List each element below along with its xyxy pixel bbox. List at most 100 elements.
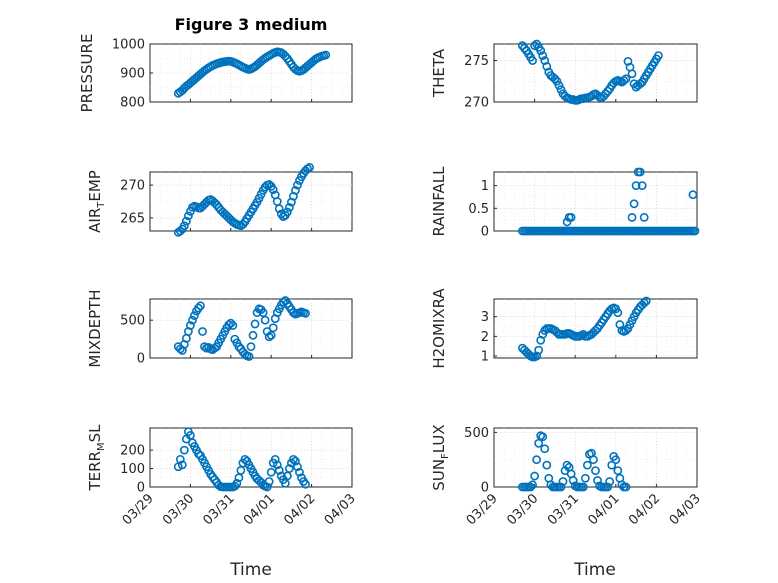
x-axis-label-right: Time xyxy=(573,560,616,580)
data-point xyxy=(593,476,602,485)
data-point xyxy=(188,315,197,325)
plot-area xyxy=(149,171,353,232)
y-tick-label: 270 xyxy=(464,96,489,111)
data-point xyxy=(530,471,539,481)
plot-area xyxy=(149,427,353,488)
data-point xyxy=(580,473,590,483)
data-point xyxy=(639,212,649,222)
data-point xyxy=(264,332,274,342)
y-axis-label: TERRMSL xyxy=(86,424,107,492)
y-tick-label: 500 xyxy=(120,314,145,329)
data-point xyxy=(175,454,185,464)
figure-title: Figure 3 medium xyxy=(175,15,328,34)
data-point xyxy=(540,444,550,454)
y-tick-label: 1 xyxy=(481,350,489,365)
data-point xyxy=(589,455,598,465)
data-point xyxy=(621,482,631,492)
x-axis-label-left: Time xyxy=(229,560,272,580)
data-point xyxy=(250,319,260,329)
data-point xyxy=(260,315,270,325)
y-tick-label: 1 xyxy=(481,179,489,194)
data-point xyxy=(621,74,631,84)
data-point xyxy=(619,76,629,85)
subplot-air-temp: 265 270 AIRTEMP xyxy=(86,163,353,237)
data-point xyxy=(293,462,302,472)
data-point xyxy=(196,301,205,311)
data-point xyxy=(274,466,284,475)
data-point xyxy=(291,456,300,466)
y-axis-label: PRESSURE xyxy=(78,34,96,113)
data-point xyxy=(284,464,294,473)
data-point xyxy=(194,303,203,313)
data-point xyxy=(272,460,282,470)
y-tick-label: 275 xyxy=(464,54,489,69)
y-axis-label: MIXDEPTH xyxy=(86,289,104,367)
data-point xyxy=(562,460,572,470)
data-point xyxy=(607,460,617,470)
data-point xyxy=(690,226,700,236)
data-point xyxy=(688,190,698,200)
data-point xyxy=(278,297,288,307)
data-point xyxy=(270,454,280,464)
data-point xyxy=(179,445,189,455)
data-point xyxy=(530,41,539,51)
y-tick-label: 0 xyxy=(481,225,489,240)
data-point xyxy=(264,477,274,486)
y-tick-label: 200 xyxy=(120,444,145,459)
y-tick-label: 800 xyxy=(120,96,145,111)
data-point xyxy=(198,327,207,336)
data-point xyxy=(552,76,562,86)
data-point xyxy=(538,51,548,60)
data-point xyxy=(631,181,641,191)
data-point xyxy=(542,460,552,470)
data-point xyxy=(627,212,637,222)
subplot-mixdepth: 0 500 MIXDEPTH xyxy=(86,289,353,368)
data-point xyxy=(289,308,298,318)
data-point xyxy=(232,478,242,488)
data-point xyxy=(181,216,191,226)
plot-area xyxy=(493,171,698,232)
subplot-h2omixra: 1 2 3 H2OMIXRA xyxy=(430,288,698,369)
data-point xyxy=(639,298,649,308)
y-tick-label: 265 xyxy=(120,211,145,226)
data-point xyxy=(635,167,645,177)
data-point xyxy=(591,466,600,476)
y-tick-label: 270 xyxy=(120,179,145,194)
y-axis-label: SUNFLUX xyxy=(430,424,451,490)
data-point xyxy=(179,221,189,231)
data-point xyxy=(244,352,254,361)
data-point xyxy=(194,449,203,459)
data-point xyxy=(274,204,284,214)
data-point xyxy=(627,69,637,79)
y-tick-label: 0 xyxy=(137,352,145,367)
data-point xyxy=(266,330,276,340)
data-point xyxy=(536,46,546,56)
y-axis-label: H2OMIXRA xyxy=(430,288,448,369)
data-point xyxy=(177,460,187,470)
data-point xyxy=(558,477,568,486)
y-tick-label: 2 xyxy=(481,330,489,345)
data-point xyxy=(528,480,537,490)
data-point xyxy=(621,326,631,335)
y-tick-label: 3 xyxy=(481,310,489,325)
data-point xyxy=(190,311,199,321)
y-tick-label: 1000 xyxy=(112,38,145,53)
data-point xyxy=(566,212,576,222)
data-point xyxy=(305,163,314,172)
data-point xyxy=(637,181,647,191)
y-tick-label: 100 xyxy=(120,462,145,477)
data-point xyxy=(266,467,276,477)
data-point xyxy=(289,454,298,464)
y-tick-label: 0.5 xyxy=(468,202,489,217)
data-point xyxy=(611,455,621,465)
data-point xyxy=(534,345,544,355)
data-point xyxy=(224,320,234,330)
data-point xyxy=(248,330,258,340)
data-point xyxy=(556,482,566,492)
data-point xyxy=(641,296,651,306)
data-point xyxy=(321,50,331,60)
subplot-pressure: 800 900 1000 PRESSURE xyxy=(78,34,353,113)
subplot-rainfall: 0 0.5 1 RAINFALL xyxy=(430,166,700,240)
